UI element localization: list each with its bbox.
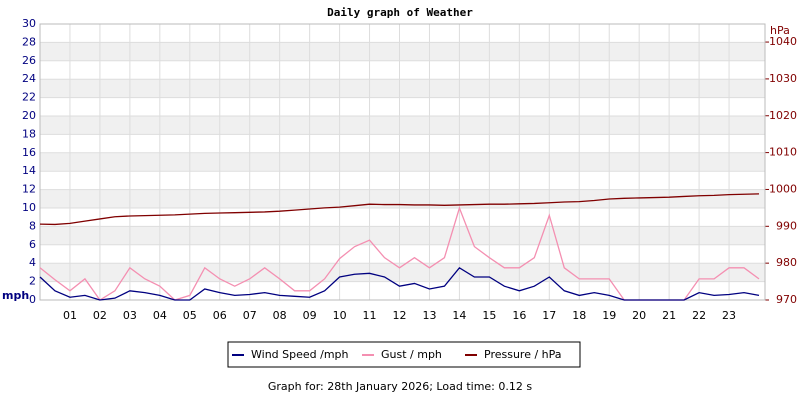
y-tick-label: 22 [22, 91, 36, 104]
x-tick-label: 04 [153, 309, 167, 322]
x-tick-label: 15 [482, 309, 496, 322]
x-tick-label: 23 [722, 309, 736, 322]
x-tick-label: 18 [572, 309, 586, 322]
series-line [39, 266, 760, 301]
y2-tick-label: 990 [776, 219, 797, 232]
x-tick-label: 02 [93, 309, 107, 322]
x-tick-label: 11 [363, 309, 377, 322]
x-tick-label: 10 [333, 309, 347, 322]
grid-band [40, 152, 765, 172]
x-tick-label: 16 [512, 309, 526, 322]
y-tick-label: 2 [29, 275, 36, 288]
x-tick-label: 17 [542, 309, 556, 322]
y-tick-label: 8 [29, 219, 36, 232]
x-tick-label: 06 [213, 309, 227, 322]
y-axis-label: mph [2, 289, 29, 302]
y2-tick-label: 1000 [769, 182, 797, 195]
x-tick-label: 14 [452, 309, 466, 322]
legend-label: Gust / mph [381, 348, 442, 361]
x-tick-label: 12 [393, 309, 407, 322]
x-tick-label: 20 [632, 309, 646, 322]
x-tick-label: 22 [692, 309, 706, 322]
grid-band [40, 226, 765, 245]
y-tick-label: 16 [22, 146, 36, 159]
x-tick-label: 21 [662, 309, 676, 322]
grid-band [40, 263, 765, 282]
y-tick-label: 12 [22, 183, 36, 196]
grid-band [40, 189, 765, 208]
y2-tick-label: 1030 [769, 72, 797, 85]
x-tick-label: 03 [123, 309, 137, 322]
x-tick-label: 08 [273, 309, 287, 322]
y-tick-label: 14 [22, 164, 36, 177]
x-tick-label: 01 [63, 309, 77, 322]
y-tick-label: 10 [22, 201, 36, 214]
x-tick-label: 19 [602, 309, 616, 322]
footer: Graph for: 28th January 2026; Load time:… [268, 380, 532, 393]
y-tick-label: 0 [29, 293, 36, 306]
y-tick-label: 6 [29, 238, 36, 251]
y-tick-label: 30 [22, 17, 36, 30]
chart-title: Daily graph of Weather [327, 6, 473, 19]
x-tick-label: 05 [183, 309, 197, 322]
y-tick-label: 20 [22, 109, 36, 122]
x-tick-label: 09 [303, 309, 317, 322]
y-tick-label: 4 [29, 256, 36, 269]
legend-box [227, 341, 581, 368]
y2-axis-label: hPa [770, 24, 790, 37]
grid-band [40, 79, 765, 98]
x-tick-label: 13 [422, 309, 436, 322]
grid-band [40, 116, 765, 135]
y2-tick-label: 970 [776, 293, 797, 306]
legend-label: Wind Speed /mph [251, 348, 349, 361]
y-tick-label: 26 [22, 54, 36, 67]
y-tick-label: 28 [22, 35, 36, 48]
y2-tick-label: 1040 [769, 35, 797, 48]
y2-tick-label: 980 [776, 256, 797, 269]
legend-label: Pressure / hPa [484, 348, 562, 361]
y2-tick-label: 1010 [769, 146, 797, 159]
y-tick-label: 18 [22, 127, 36, 140]
y2-tick-label: 1020 [769, 109, 797, 122]
plot-frame [39, 23, 766, 301]
x-tick-label: 07 [243, 309, 257, 322]
series-line [39, 193, 760, 226]
y-tick-label: 24 [22, 72, 36, 85]
grid-band [40, 42, 765, 61]
